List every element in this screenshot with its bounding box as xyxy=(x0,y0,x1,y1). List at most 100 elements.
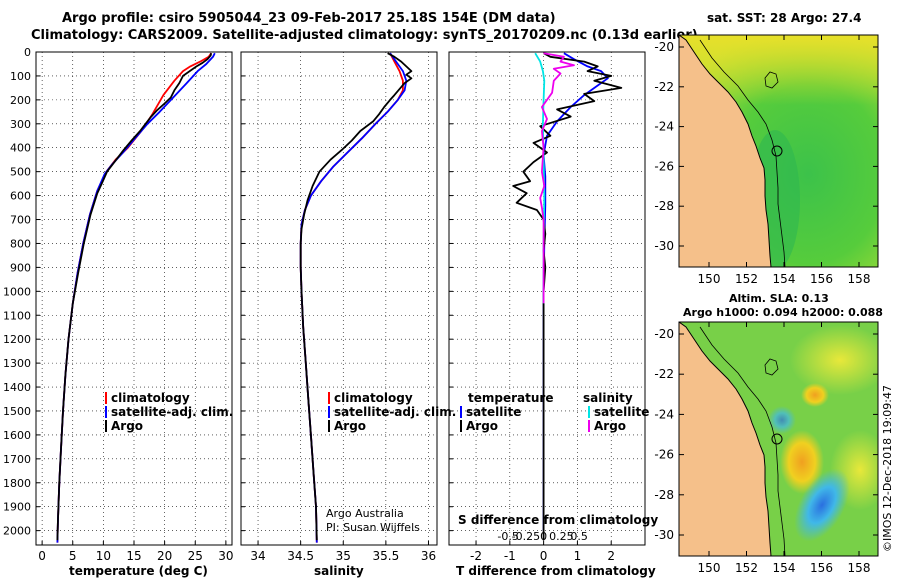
lat-tick-label: -28 xyxy=(654,488,674,502)
salinity-difference-x-label: S difference from climatology xyxy=(458,513,658,527)
lat-tick-label: -30 xyxy=(654,528,674,542)
y-tick-label: 1400 xyxy=(3,381,31,394)
x-tick-label: 10 xyxy=(96,549,111,563)
series-line-satellite-adj-clim- xyxy=(299,52,408,543)
sst-land xyxy=(679,35,771,267)
sst-argo-location xyxy=(771,145,783,157)
title-line-1: Argo profile: csiro 5905044_23 09-Feb-20… xyxy=(62,11,556,26)
annotation-argo-australia: Argo Australia xyxy=(326,507,404,520)
title-line-2: Climatology: CARS2009. Satellite-adjuste… xyxy=(31,28,698,43)
difference-grid xyxy=(449,51,645,545)
lon-tick-label: 152 xyxy=(735,561,758,575)
salinity-x-label: salinity xyxy=(314,564,364,578)
s-tick-label: 0 xyxy=(540,530,547,543)
y-tick-label: 500 xyxy=(10,166,31,179)
sst-map-title: sat. SST: 28 Argo: 27.4 xyxy=(707,11,861,25)
sst-map-frame xyxy=(678,34,879,268)
lon-tick-label: 156 xyxy=(810,561,833,575)
sla-lon-tick-labels: 150 152 154 156 158 xyxy=(698,322,871,575)
x-tick-label: 15 xyxy=(126,549,141,563)
y-tick-label: 1500 xyxy=(3,405,31,418)
legend-climatology-label: climatology xyxy=(111,391,190,405)
temperature-grid xyxy=(36,51,232,545)
lon-tick-label: 154 xyxy=(773,561,796,575)
sla-blue-eddy xyxy=(794,468,850,542)
s-tick-label: -0.25 xyxy=(512,530,540,543)
sla-map-frame xyxy=(678,321,879,557)
salinity-legend: climatology satellite-adj. clim. Argo xyxy=(328,391,456,433)
difference-x-label: T difference from climatology xyxy=(456,564,656,578)
lat-tick-label: -26 xyxy=(654,448,674,462)
sla-argo-location xyxy=(771,433,783,445)
difference-temperature-legend: temperature satellite Argo xyxy=(460,391,553,433)
sla-yellow-patch xyxy=(790,325,878,395)
x-tick-label: 5 xyxy=(69,549,77,563)
y-tick-label: 600 xyxy=(10,190,31,203)
y-tick-label: 900 xyxy=(10,261,31,274)
y-tick-label: 1700 xyxy=(3,453,31,466)
series-line-s-argo xyxy=(539,52,575,304)
lat-tick-label: -28 xyxy=(654,199,674,213)
y-tick-label: 1900 xyxy=(3,501,31,514)
x-tick-label: 20 xyxy=(157,549,172,563)
lon-tick-label: 158 xyxy=(848,272,871,286)
salinity-grid xyxy=(241,51,437,545)
legend-argo-label: Argo xyxy=(111,419,143,433)
credit-text: ©IMOS 12-Dec-2018 19:09:47 xyxy=(881,385,894,552)
legend-t-satellite-label: satellite xyxy=(466,405,521,419)
y-tick-label: 100 xyxy=(10,70,31,83)
x-tick-label: 36 xyxy=(421,549,436,563)
sst-coastline xyxy=(679,35,772,267)
x-tick-label: 34 xyxy=(250,549,265,563)
legend-climatology-label: climatology xyxy=(334,391,413,405)
salinity-series xyxy=(299,52,413,543)
lon-tick-label: 158 xyxy=(848,561,871,575)
legend-satellite-label: satellite-adj. clim. xyxy=(334,405,456,419)
sla-map-title-1: Altim. SLA: 0.13 xyxy=(729,292,829,305)
x-tick-label: 25 xyxy=(188,549,203,563)
x-tick-label: 34.5 xyxy=(287,549,314,563)
temperature-x-tick-labels: 0 5 10 15 20 25 30 xyxy=(38,549,233,563)
legend-satellite-label: satellite-adj. clim. xyxy=(111,405,233,419)
y-tick-label: 400 xyxy=(10,142,31,155)
temperature-x-label: temperature (deg C) xyxy=(69,564,208,578)
series-line-satellite-adj-clim- xyxy=(56,52,216,543)
lat-tick-label: -20 xyxy=(654,327,674,341)
y-tick-label: 1600 xyxy=(3,429,31,442)
difference-x-tick-labels: -2 -1 0 1 2 xyxy=(470,549,615,563)
temperature-plot-frame xyxy=(35,51,233,546)
lat-tick-label: -30 xyxy=(654,239,674,253)
s-tick-label: -0.5 xyxy=(497,530,518,543)
y-tick-label: 0 xyxy=(24,46,31,59)
y-tick-label: 1000 xyxy=(3,285,31,298)
sst-lon-tick-labels: 150 152 154 156 158 xyxy=(698,35,871,286)
temperature-legend: climatology satellite-adj. clim. Argo xyxy=(105,391,233,433)
series-line-climatology xyxy=(299,52,404,543)
sla-map-title-2: Argo h1000: 0.094 h2000: 0.088 xyxy=(683,306,883,319)
sst-isobath xyxy=(699,39,786,267)
lat-tick-label: -24 xyxy=(654,120,674,134)
temperature-series xyxy=(56,52,216,543)
lon-tick-label: 150 xyxy=(698,561,721,575)
x-tick-label: 0 xyxy=(38,549,46,563)
lat-tick-label: -24 xyxy=(654,407,674,421)
annotation-pi: PI: Susan Wijffels xyxy=(326,521,420,534)
sst-isobath-2 xyxy=(764,71,779,89)
sla-coastline xyxy=(679,322,772,556)
x-tick-label: 35.5 xyxy=(373,549,400,563)
pressure-tick-labels: 0 100 200 300 400 500 600 700 800 900 1000 1100 1200… xyxy=(3,46,31,538)
salinity-plot-frame xyxy=(240,51,438,546)
legend-argo-label: Argo xyxy=(334,419,366,433)
x-tick-label: 0 xyxy=(540,549,548,563)
series-line-argo xyxy=(299,52,413,541)
difference-plot-frame xyxy=(448,51,646,546)
sla-lat-tick-labels: -20 -22 -24 -26 -28 -30 xyxy=(654,327,878,542)
y-tick-label: 1800 xyxy=(3,477,31,490)
legend-s-argo-label: Argo xyxy=(594,419,626,433)
y-tick-label: 2000 xyxy=(3,525,31,538)
y-tick-label: 200 xyxy=(10,94,31,107)
legend-salinity-title: salinity xyxy=(583,391,633,405)
sst-lat-tick-labels: -20 -22 -24 -26 -28 -30 xyxy=(654,40,878,253)
salinity-x-tick-labels: 34 34.5 35 35.5 36 xyxy=(250,549,436,563)
